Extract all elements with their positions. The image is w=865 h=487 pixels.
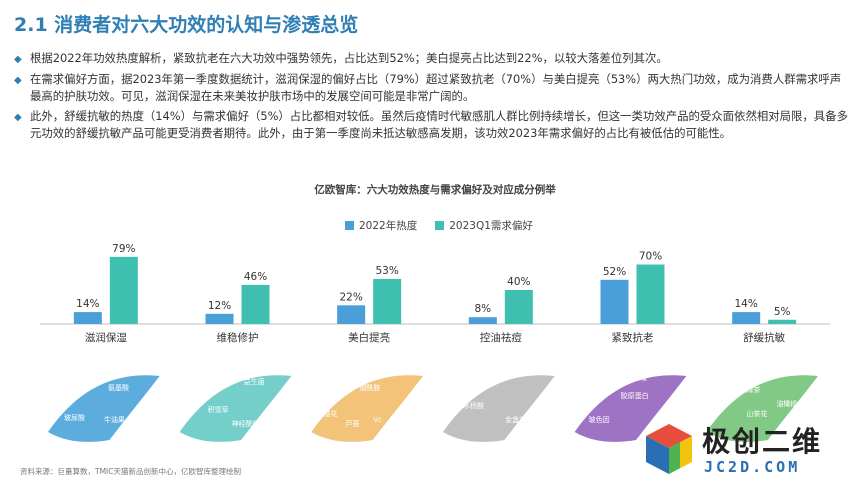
data-label: 22% [339,291,362,303]
ingredient-label: 珍珠 [593,373,607,382]
bar [468,317,497,324]
data-label: 46% [244,271,267,283]
diamond-icon: ◆ [14,112,22,123]
bar-chart: 亿欧智库：六大功效热度与需求偏好及对应成分例举 2022年热度 2023Q1需求… [20,180,850,355]
legend-label: 2023Q1需求偏好 [449,220,533,232]
bar [241,284,270,324]
data-label: 53% [375,265,398,277]
ingredient-label: 水杨酸 [463,401,484,410]
data-label: 70% [639,251,662,263]
ingredient-label: 玻尿酸 [64,413,85,422]
legend-label: 2022年热度 [359,220,418,232]
ingredient-label: 玻色因 [589,415,610,424]
brush-stroke [311,375,423,442]
x-tick-label: 控油祛痘 [480,331,522,344]
bar [337,305,366,324]
bar [636,264,665,324]
x-tick-label: 维稳修护 [217,331,259,344]
cube-logo-icon [646,424,692,474]
x-tick-label: 舒缓抗敏 [743,331,785,344]
ingredient-label: 樱花 [323,409,337,418]
bar [504,290,533,324]
legend-item: 2022年热度 [345,218,417,233]
bullet-item: ◆ 在需求偏好方面，据2023年第一季度数据统计，滋润保湿的偏好占比（79%）超… [14,71,849,105]
diamond-icon: ◆ [14,54,22,65]
chart-plot: 14% 79% 滋润保湿 12% 46% 维稳修护 22% 53% 美白提亮 8% 40% 控油祛痘 5… [40,243,830,344]
legend-swatch [435,221,445,230]
bar [768,319,797,324]
bar [205,313,234,324]
chart-legend: 2022年热度 2023Q1需求偏好 [345,218,533,233]
ingredient-label: 石榴 [327,379,341,388]
data-label: 52% [603,266,626,278]
watermark-cn: 极创二维 [702,425,823,458]
chart-title: 亿欧智库：六大功效热度与需求偏好及对应成分例举 [314,184,556,196]
ingredient-label: 金盏花 [505,415,526,424]
bullet-item: ◆ 此外，舒缓抗敏的热度（14%）与需求偏好（5%）占比都相对较低。虽然后疫情时… [14,108,849,142]
x-tick-label: 紧致抗老 [612,331,654,344]
ingredient-label: 烟酰胺 [359,383,380,392]
ingredient-label: 油橄榄 [776,399,797,408]
ingredient-label: 山茶花 [746,409,767,418]
ingredient-label: 绿茶 [746,385,760,394]
brush-stroke [706,375,818,442]
ingredient-brushes: 氨基酸玻尿酸 牛油果 益生菌积雪草 神经酰胺 石榴 烟酰胺樱花 芦荟 Vc 水杨酸金盏花 珍珠 玫瑰… [40,370,830,450]
watermark-en: JC2D.COM [704,458,801,476]
bar [600,279,629,324]
bar [373,278,402,324]
ingredient-label: 芦荟 [345,419,359,428]
ingredient-label: 神经酰胺 [232,419,260,428]
bullet-text: 此外，舒缓抗敏的热度（14%）与需求偏好（5%）占比都相对较低。虽然后疫情时代敏… [30,109,848,140]
x-tick-label: 滋润保湿 [85,331,127,344]
ingredient-label: 益生菌 [244,377,265,386]
bar [732,312,761,324]
ingredient-label: 氨基酸 [108,383,129,392]
bullet-text: 根据2022年功效热度解析，紧致抗老在六大功效中强势领先，占比达到52%；美白提… [30,51,668,65]
brush-stroke [179,375,292,442]
brush-stroke [574,375,687,442]
bullet-list: ◆ 根据2022年功效热度解析，紧致抗老在六大功效中强势领先，占比达到52%；美… [14,50,849,145]
source-note: 资料来源：巨量算数，TMIC天猫新品创新中心，亿欧智库整理绘制 [20,467,241,476]
bullet-text: 在需求偏好方面，据2023年第一季度数据统计，滋润保湿的偏好占比（79%）超过紧… [30,72,842,103]
legend-item: 2023Q1需求偏好 [435,218,533,233]
brush-stroke [48,375,160,442]
ingredient-label: Vc [373,416,382,424]
bar [109,256,138,324]
data-label: 12% [208,300,231,312]
ingredient-label: 玫瑰 [633,373,647,382]
data-label: 14% [734,298,757,310]
ingredient-label: 胶原蛋白 [621,391,649,400]
data-label: 8% [474,303,491,315]
data-label: 14% [76,298,99,310]
x-tick-label: 美白提亮 [348,331,390,344]
watermark-logo: 极创二维 JC2D.COM [640,418,860,482]
ingredient-label: 牛油果 [104,415,125,424]
bullet-item: ◆ 根据2022年功效热度解析，紧致抗老在六大功效中强势领先，占比达到52%；美… [14,50,849,68]
ingredient-label: 积雪草 [208,405,229,414]
data-label: 5% [774,306,791,318]
legend-swatch [345,221,354,230]
data-label: 40% [507,276,530,288]
diamond-icon: ◆ [14,75,22,86]
page-title: 2.1 消费者对六大功效的认知与渗透总览 [14,14,359,36]
data-label: 79% [112,243,135,255]
bar [73,312,102,324]
brush-stroke [443,375,555,442]
